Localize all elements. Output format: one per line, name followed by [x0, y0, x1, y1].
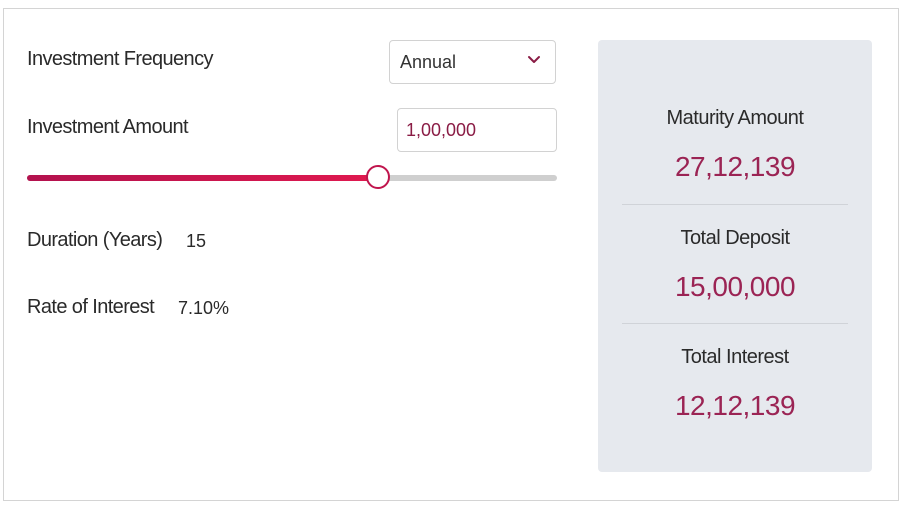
- rate-label: Rate of Interest: [27, 296, 155, 318]
- chevron-down-icon: [528, 56, 540, 63]
- results-divider: [622, 323, 848, 324]
- maturity-amount-label: Maturity Amount: [666, 107, 804, 129]
- frequency-select[interactable]: Annual: [389, 40, 556, 84]
- maturity-amount-value: 27,12,139: [674, 151, 796, 182]
- total-deposit-value: 15,00,000: [674, 271, 796, 302]
- amount-slider-fill: [27, 175, 377, 181]
- frequency-label: Investment Frequency: [27, 48, 213, 70]
- duration-label: Duration (Years): [27, 229, 163, 251]
- total-interest-value: 12,12,139: [674, 390, 796, 421]
- results-panel: Maturity Amount 27,12,139 Total Deposit …: [598, 40, 872, 472]
- amount-slider-thumb[interactable]: [366, 165, 390, 189]
- frequency-selected-value: Annual: [400, 52, 457, 72]
- results-divider: [622, 204, 848, 205]
- duration-value: 15: [186, 231, 207, 251]
- total-deposit-label: Total Deposit: [680, 227, 790, 249]
- amount-label: Investment Amount: [27, 116, 189, 138]
- rate-value: 7.10%: [178, 298, 230, 318]
- amount-input[interactable]: [397, 108, 557, 152]
- amount-slider-track[interactable]: [27, 175, 557, 181]
- total-interest-label: Total Interest: [681, 346, 789, 368]
